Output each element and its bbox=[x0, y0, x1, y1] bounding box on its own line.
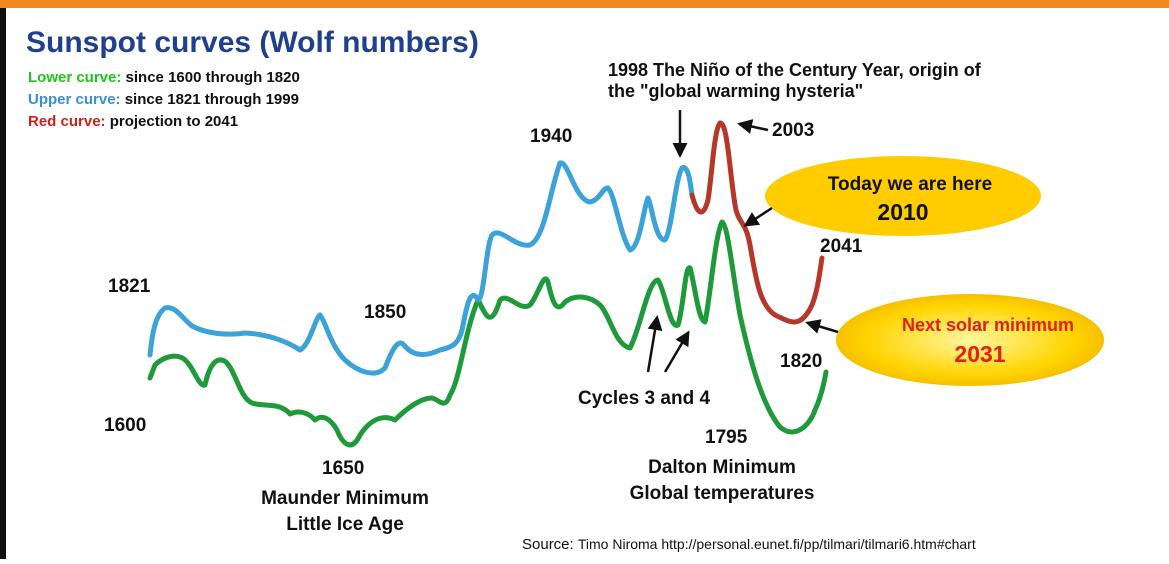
arrow bbox=[805, 319, 839, 334]
label: 1600 bbox=[104, 415, 146, 436]
arrow bbox=[663, 330, 690, 373]
label: 1820 bbox=[780, 351, 822, 372]
callout-text: 2010 bbox=[877, 199, 928, 225]
label: 1850 bbox=[364, 302, 406, 323]
note: Little Ice Age bbox=[286, 514, 404, 535]
upper-curve bbox=[147, 160, 695, 376]
label: 2003 bbox=[772, 120, 814, 141]
callout-text: Next solar minimum bbox=[902, 315, 1074, 335]
callout-bubble bbox=[836, 294, 1104, 386]
note: Global temperatures bbox=[630, 483, 815, 504]
arrow bbox=[737, 119, 769, 134]
source: Source: Timo Niroma http://personal.eune… bbox=[522, 536, 976, 553]
label: 1795 bbox=[705, 427, 748, 448]
label: Cycles 3 and 4 bbox=[578, 388, 710, 409]
arrow bbox=[646, 315, 663, 373]
legend-item: Upper curve: since 1821 through 1999 bbox=[28, 91, 299, 108]
note: Dalton Minimum bbox=[648, 457, 796, 478]
note: 1998 The Niño of the Century Year, origi… bbox=[608, 60, 982, 80]
title: Sunspot curves (Wolf numbers) bbox=[26, 26, 479, 59]
label: 2041 bbox=[820, 236, 863, 257]
note: the "global warming hysteria" bbox=[608, 81, 863, 101]
legend-item: Red curve: projection to 2041 bbox=[28, 113, 238, 130]
label: 1821 bbox=[108, 276, 151, 297]
callout-text: 2031 bbox=[954, 341, 1005, 367]
legend-item: Lower curve: since 1600 through 1820 bbox=[28, 69, 300, 86]
lower-curve bbox=[147, 219, 829, 448]
callout-text: Today we are here bbox=[828, 174, 992, 195]
note: Maunder Minimum bbox=[261, 488, 429, 509]
left-border bbox=[0, 8, 6, 559]
notes: 1998 The Niño of the Century Year, origi… bbox=[261, 60, 982, 535]
label: 1940 bbox=[530, 126, 572, 147]
callout-bubble bbox=[765, 156, 1041, 236]
projection-curve bbox=[689, 120, 825, 325]
labels: 1600 1821 1650 1850 1940 2003 2041 1820 … bbox=[104, 120, 863, 479]
arrow bbox=[743, 206, 773, 227]
label: 1650 bbox=[322, 458, 364, 479]
top-bar bbox=[0, 0, 1169, 8]
